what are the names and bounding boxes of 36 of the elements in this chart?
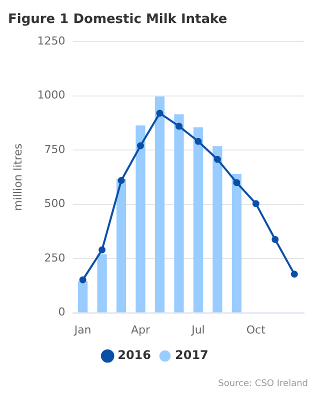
y-axis-title: million litres <box>11 143 24 211</box>
y-tick-label: 250 <box>44 251 66 264</box>
x-tick-label: Jan <box>73 323 92 336</box>
point <box>272 236 279 243</box>
y-tick-label: 750 <box>44 142 66 156</box>
bar <box>232 174 242 312</box>
source-note: Source: CSO Ireland <box>218 378 308 389</box>
bar <box>116 178 126 312</box>
y-tick-label: 0 <box>58 306 66 319</box>
chart-title: Figure 1 Domestic Milk Intake <box>8 12 228 28</box>
bar <box>136 125 146 312</box>
bar <box>78 281 88 312</box>
y-tick-label: 1000 <box>37 88 66 102</box>
legend-label: 2016 <box>118 348 152 362</box>
x-tick-label: Oct <box>246 323 266 336</box>
point <box>175 122 182 130</box>
bar <box>97 254 107 312</box>
point <box>137 142 144 150</box>
point <box>156 110 164 117</box>
bar <box>212 146 222 312</box>
bar <box>193 127 204 312</box>
x-tick-label: Jul <box>190 323 205 336</box>
point <box>98 246 106 254</box>
point <box>79 276 86 284</box>
y-tick-label: 500 <box>44 197 66 210</box>
point <box>252 200 260 208</box>
point <box>194 138 202 145</box>
point <box>290 270 298 278</box>
y-tick-label: 1250 <box>37 34 66 48</box>
point <box>233 179 240 186</box>
point <box>214 156 221 163</box>
bar <box>154 96 165 312</box>
legend-label: 2017 <box>175 348 208 362</box>
point <box>118 176 125 184</box>
bar <box>174 114 184 312</box>
x-tick-label: Apr <box>130 323 151 336</box>
